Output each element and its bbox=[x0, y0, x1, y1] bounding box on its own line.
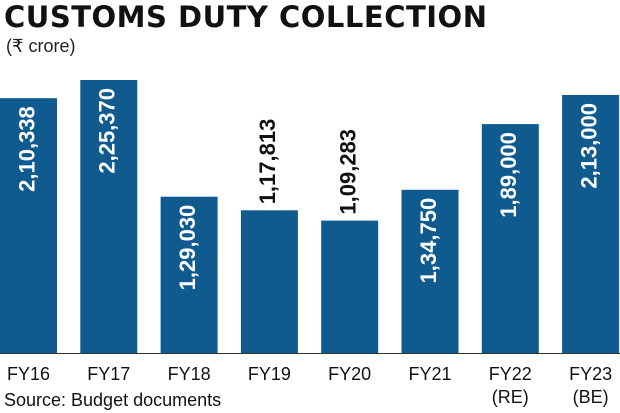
data-label-fy16: 2,10,338 bbox=[14, 106, 39, 192]
x-tick-label-fy22: FY22 bbox=[489, 364, 532, 384]
bar-fy21 bbox=[401, 189, 459, 353]
data-label-fy23: 2,13,000 bbox=[576, 103, 601, 189]
data-label-fy20: 1,09,283 bbox=[336, 129, 361, 215]
x-tick-label-fy17: FY17 bbox=[87, 364, 130, 384]
bar-fy20 bbox=[321, 220, 379, 353]
data-label-fy22: 1,89,000 bbox=[496, 132, 521, 218]
x-tick-label-fy23: FY23 bbox=[569, 364, 612, 384]
chart-source: Source: Budget documents bbox=[4, 390, 222, 410]
bar-fy19 bbox=[240, 210, 298, 353]
x-tick-label-fy21: FY21 bbox=[408, 364, 451, 384]
bar-fy22 bbox=[481, 124, 539, 353]
x-tick-sublabel-fy23: (BE) bbox=[573, 387, 609, 407]
data-label-fy18: 1,29,030 bbox=[175, 205, 200, 291]
chart-title: CUSTOMS DUTY COLLECTION bbox=[4, 0, 488, 34]
bar-fy18 bbox=[160, 196, 218, 353]
x-tick-label-fy16: FY16 bbox=[7, 364, 50, 384]
data-label-fy21: 1,34,750 bbox=[416, 198, 441, 284]
x-tick-label-fy20: FY20 bbox=[328, 364, 371, 384]
x-tick-label-fy18: FY18 bbox=[168, 364, 211, 384]
x-tick-label-fy19: FY19 bbox=[248, 364, 291, 384]
data-label-fy17: 2,25,370 bbox=[95, 88, 120, 174]
bar-fy17 bbox=[80, 80, 138, 353]
bar-fy16 bbox=[0, 98, 57, 353]
chart-subtitle: (₹ crore) bbox=[6, 36, 76, 56]
bar-fy23 bbox=[562, 95, 620, 353]
x-tick-sublabel-fy22: (RE) bbox=[492, 387, 529, 407]
data-label-fy19: 1,17,813 bbox=[255, 119, 280, 205]
